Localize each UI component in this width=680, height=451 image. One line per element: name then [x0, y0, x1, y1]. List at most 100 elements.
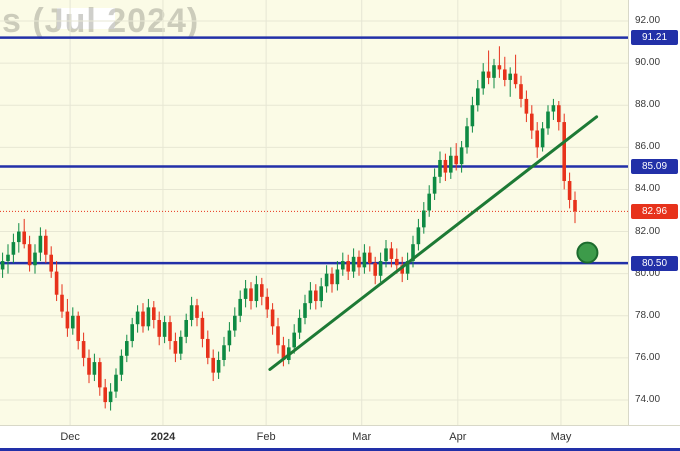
candle-body — [535, 130, 539, 148]
candle-body — [65, 311, 70, 329]
price-tick-label: 80.00 — [635, 267, 661, 279]
candle-body — [319, 286, 323, 302]
watermark-box — [57, 8, 115, 29]
price-tick-label: 84.00 — [635, 183, 661, 195]
candle-body — [162, 322, 167, 337]
candle-body — [92, 362, 97, 375]
candle-body — [362, 252, 367, 268]
candle-body — [6, 254, 10, 262]
candle-body — [476, 88, 480, 106]
candle-body — [179, 336, 183, 354]
candle-body — [314, 290, 318, 302]
time-axis[interactable]: Dec 2024 Feb Mar Apr May — [0, 425, 680, 448]
price-tick-label: 76.00 — [635, 351, 661, 363]
candle-body — [173, 341, 178, 354]
candle-body — [152, 307, 156, 320]
candle-body — [249, 288, 253, 302]
candle-body — [513, 73, 518, 85]
candle-body — [38, 235, 43, 253]
candle-body — [254, 284, 259, 302]
candle-body — [281, 345, 286, 360]
candle-body — [465, 126, 469, 148]
candle-body — [243, 288, 248, 299]
candle-body — [324, 273, 329, 287]
marker-circle[interactable] — [576, 241, 599, 264]
candle-body — [422, 210, 426, 228]
candle-body — [22, 231, 26, 245]
candle-body — [297, 317, 302, 333]
candlestick-chart[interactable] — [0, 0, 628, 425]
candle-body — [449, 155, 453, 173]
candle-body — [157, 319, 161, 337]
candle-body — [195, 305, 199, 318]
price-tick-label: 78.00 — [635, 309, 661, 321]
month-label: Dec — [60, 431, 80, 443]
price-tick-label: 74.00 — [635, 394, 661, 405]
month-label: May — [550, 431, 572, 443]
candle-body — [11, 242, 16, 255]
level-price-badge: 80.50 — [631, 255, 678, 271]
candle-body — [432, 176, 437, 194]
candle-body — [211, 357, 215, 373]
candle-body — [486, 71, 491, 78]
candle-body — [481, 71, 485, 89]
candle-body — [206, 338, 210, 358]
level-price-badge: 91.21 — [631, 30, 678, 46]
candle-body — [530, 113, 534, 131]
candle-body — [438, 159, 442, 177]
candle-body — [470, 105, 475, 127]
candle-body — [378, 261, 383, 276]
price-tick-label: 88.00 — [635, 99, 661, 111]
candle-body — [76, 315, 80, 342]
candle-body — [125, 341, 129, 356]
candle-body — [260, 284, 264, 297]
candle-body — [546, 111, 550, 129]
candle-body — [222, 345, 226, 360]
candle-body — [524, 98, 529, 114]
bottom-accent-bar — [0, 448, 680, 451]
candle-body — [33, 252, 37, 266]
candle-body — [557, 105, 561, 123]
candle-body — [114, 374, 118, 392]
month-label: Apr — [449, 431, 467, 443]
candle-body — [573, 199, 577, 212]
candle-body — [216, 359, 221, 373]
candle-body — [87, 357, 91, 375]
candle-body — [184, 319, 188, 337]
level-price-badge: 85.09 — [631, 158, 678, 174]
candle-body — [411, 244, 415, 262]
price-tick-label: 82.00 — [635, 225, 661, 237]
candle-body — [492, 65, 496, 78]
candle-body — [562, 122, 566, 182]
candle-body — [189, 305, 194, 320]
candle-body — [540, 128, 545, 148]
candle-body — [44, 235, 48, 255]
candle-body — [519, 84, 523, 99]
candle-body — [103, 387, 107, 403]
candle-body — [454, 155, 458, 165]
candle-body — [119, 355, 124, 375]
trendline[interactable] — [268, 115, 599, 371]
month-label: Feb — [256, 431, 276, 443]
price-tick-label: 92.00 — [635, 15, 661, 26]
price-tick-label: 86.00 — [635, 141, 661, 153]
candle-body — [443, 159, 448, 173]
candle-body — [341, 261, 345, 270]
price-axis[interactable]: 92.00 90.00 88.00 86.00 84.00 82.00 80.00 78.00… — [628, 0, 680, 425]
month-label: Mar — [352, 431, 372, 443]
candle-body — [346, 261, 350, 272]
candle-body — [395, 258, 399, 266]
last-price-badge: 82.96 — [631, 203, 678, 219]
price-tick-label: 90.00 — [635, 57, 661, 69]
candle-body — [71, 315, 75, 329]
candle-body — [227, 330, 232, 346]
candle-body — [81, 341, 86, 358]
candle-body — [416, 227, 421, 245]
candle-body — [238, 298, 242, 316]
candle-body — [330, 273, 334, 285]
candle-body — [0, 261, 5, 270]
candle-body — [98, 362, 102, 388]
candle-body — [389, 248, 394, 259]
candle-body — [276, 326, 280, 346]
